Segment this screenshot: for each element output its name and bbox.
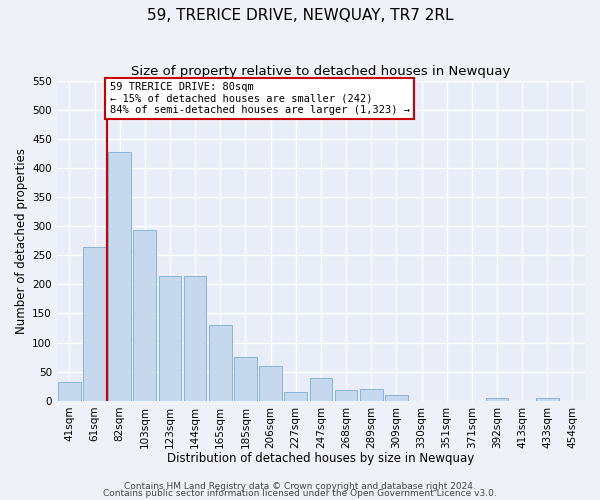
- Bar: [158, 276, 181, 401]
- Bar: [335, 390, 358, 401]
- Bar: [83, 246, 106, 401]
- Bar: [209, 325, 232, 401]
- Text: Contains public sector information licensed under the Open Government Licence v3: Contains public sector information licen…: [103, 490, 497, 498]
- Bar: [385, 395, 407, 401]
- Bar: [360, 389, 383, 401]
- Bar: [234, 356, 257, 401]
- Text: Contains HM Land Registry data © Crown copyright and database right 2024.: Contains HM Land Registry data © Crown c…: [124, 482, 476, 491]
- Bar: [284, 392, 307, 401]
- Text: 59 TRERICE DRIVE: 80sqm
← 15% of detached houses are smaller (242)
84% of semi-d: 59 TRERICE DRIVE: 80sqm ← 15% of detache…: [110, 82, 410, 115]
- Bar: [259, 366, 282, 401]
- X-axis label: Distribution of detached houses by size in Newquay: Distribution of detached houses by size …: [167, 452, 475, 465]
- Bar: [133, 230, 156, 401]
- Y-axis label: Number of detached properties: Number of detached properties: [15, 148, 28, 334]
- Bar: [310, 378, 332, 401]
- Title: Size of property relative to detached houses in Newquay: Size of property relative to detached ho…: [131, 65, 511, 78]
- Bar: [184, 276, 206, 401]
- Text: 59, TRERICE DRIVE, NEWQUAY, TR7 2RL: 59, TRERICE DRIVE, NEWQUAY, TR7 2RL: [147, 8, 453, 22]
- Bar: [485, 398, 508, 401]
- Bar: [58, 382, 80, 401]
- Bar: [536, 398, 559, 401]
- Bar: [109, 152, 131, 401]
